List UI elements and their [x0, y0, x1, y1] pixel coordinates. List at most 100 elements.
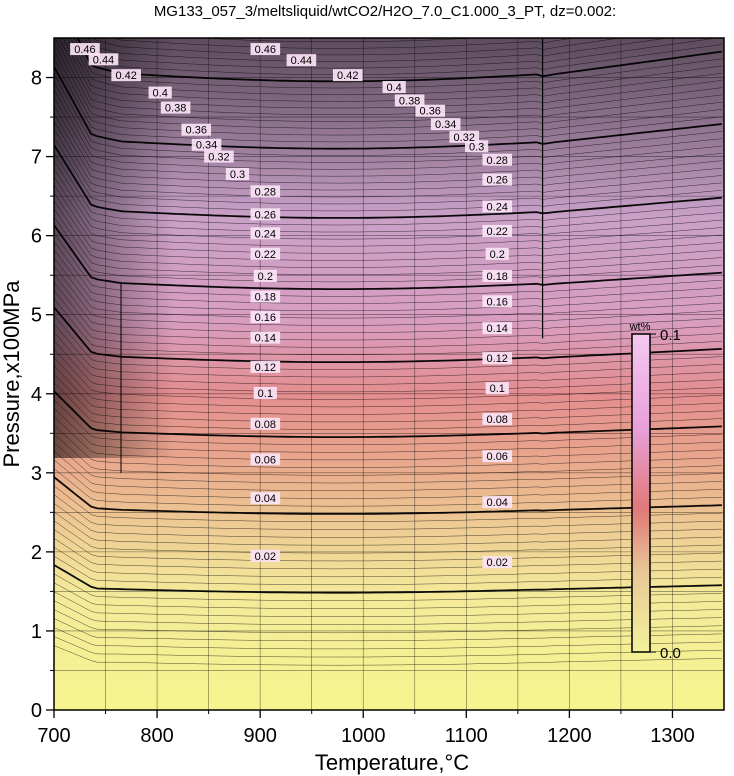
contour-label: 0.26: [482, 173, 513, 187]
x-axis-label: Temperature,°C: [315, 750, 469, 775]
contour-label-bg: [250, 43, 281, 56]
minor-contour: [54, 357, 722, 408]
contour-label-bg: [332, 69, 363, 82]
contour-label-text: 0.14: [487, 323, 508, 335]
contour-label-bg: [482, 295, 513, 308]
contour-label: 0.3: [225, 167, 250, 181]
contour-label-text: 0.02: [255, 551, 276, 563]
contour-label-bg: [482, 352, 513, 365]
contour-label: 0.36: [181, 123, 212, 137]
contour-label-bg: [204, 150, 234, 163]
contour-label-text: 0.4: [153, 88, 168, 100]
contour-label-bg: [250, 417, 281, 430]
colorbar-min-label: 0.0: [660, 645, 681, 662]
contour-label: 0.34: [430, 118, 461, 131]
contour-label-bg: [253, 386, 277, 399]
minor-contour: [54, 43, 722, 129]
minor-contour: [54, 340, 722, 393]
minor-contour: [54, 645, 722, 666]
contour-label: 0.4: [148, 86, 172, 100]
contour-label: 0.06: [482, 450, 513, 463]
minor-contour: [54, 241, 722, 304]
contour-label-text: 0.46: [255, 44, 276, 56]
contour-label-bg: [482, 496, 513, 509]
minor-contour: [54, 282, 722, 341]
minor-contour: [54, 468, 722, 507]
contour-label-bg: [465, 140, 489, 153]
contour-label-text: 0.22: [487, 226, 508, 238]
contour-label-bg: [482, 224, 513, 237]
major-contour: [54, 224, 722, 290]
contour-label: 0.02: [482, 556, 513, 569]
y-tick-label: 4: [31, 384, 42, 406]
contour-label-text: 0.2: [258, 271, 273, 283]
contour-label-bg: [482, 269, 513, 282]
contour-label-text: 0.14: [255, 333, 276, 345]
contour-label: 0.32: [204, 150, 234, 164]
minor-contour: [54, 128, 722, 205]
contour-label-text: 0.18: [255, 292, 276, 304]
contour-label: 0.22: [250, 247, 281, 261]
contour-label-bg: [382, 81, 406, 94]
contour-label-text: 0.12: [487, 353, 508, 365]
contour-label: 0.18: [482, 269, 513, 283]
minor-contour: [54, 618, 722, 642]
contour-label: 0.46: [250, 43, 281, 56]
contour-label: 0.22: [482, 224, 513, 238]
contour-label: 0.14: [482, 322, 513, 335]
contour-label-text: 0.26: [487, 175, 508, 187]
contour-label-text: 0.04: [255, 493, 276, 505]
contour-label-text: 0.24: [255, 228, 276, 240]
contour-label-text: 0.44: [93, 54, 114, 66]
contour-label-text: 0.36: [420, 106, 441, 118]
minor-contour: [54, 81, 722, 163]
contour-label-text: 0.46: [74, 44, 95, 56]
contour-label-bg: [250, 227, 281, 240]
minor-contour: [90, 38, 622, 56]
x-tick-label: 800: [140, 725, 173, 747]
contour-label-text: 0.44: [291, 55, 312, 67]
y-tick-label: 5: [31, 305, 42, 327]
contour-label-text: 0.26: [255, 209, 276, 221]
contour-label: 0.38: [160, 101, 191, 115]
minor-contour: [54, 399, 722, 445]
contour-label: 0.32: [449, 130, 480, 144]
minor-contour: [54, 74, 722, 156]
minor-contour: [54, 600, 722, 625]
contour-label: 0.04: [250, 492, 281, 505]
contour-label-bg: [88, 53, 119, 66]
minor-contour: [54, 265, 722, 326]
contour-label-bg: [70, 43, 100, 56]
contour-label-bg: [394, 94, 425, 107]
plot-area: 0.02 0.02 0.04 0.04 0.06 0.06 0.08 0.08 0.1 0.1 0.…: [53, 37, 725, 711]
x-tick-label: 1200: [547, 725, 592, 747]
contour-label-text: 0.2: [490, 249, 505, 261]
contour-label-bg: [286, 54, 317, 67]
x-tick-label: 1300: [650, 725, 695, 747]
contour-label: 0.1: [253, 386, 277, 400]
y-tick-label: 1: [31, 621, 42, 643]
major-contour: [54, 476, 722, 515]
contour-label-text: 0.24: [487, 201, 508, 213]
contour-label-bg: [482, 322, 513, 335]
contour-label-text: 0.22: [255, 249, 276, 261]
y-tick-label: 2: [31, 542, 42, 564]
colorbar-max-label: 0.1: [660, 327, 681, 344]
contour-label: 0.16: [250, 311, 281, 324]
minor-contour: [54, 636, 722, 658]
minor-contour: [54, 485, 722, 522]
contour-label: 0.36: [415, 104, 446, 118]
minor-contour: [54, 50, 722, 136]
contour-label-text: 0.18: [487, 271, 508, 283]
contour-label-bg: [111, 69, 141, 82]
contour-label-bg: [485, 382, 509, 395]
contour-label-bg: [250, 311, 281, 324]
contour-label: 0.4: [382, 81, 406, 94]
major-contour: [54, 144, 722, 219]
minor-contour: [54, 200, 722, 268]
contour-label-text: 0.34: [196, 140, 217, 152]
minor-contour: [54, 511, 722, 546]
minor-contour: [54, 89, 722, 170]
minor-contour: [54, 58, 722, 143]
contour-label: 0.42: [332, 69, 363, 82]
